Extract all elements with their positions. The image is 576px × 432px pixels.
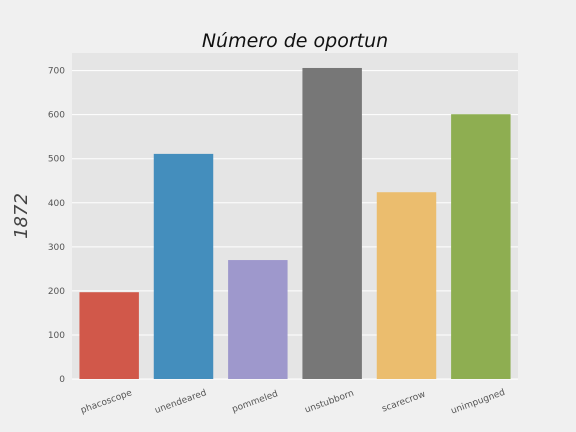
y-tick-label: 0 bbox=[59, 375, 65, 385]
y-tick-label: 100 bbox=[48, 331, 65, 341]
x-tick-label: phacoscope bbox=[80, 388, 134, 416]
bar-pommeled bbox=[228, 260, 288, 379]
x-tick-label: unstubborn bbox=[304, 389, 356, 416]
y-tick-label: 300 bbox=[48, 243, 65, 253]
y-tick-label: 600 bbox=[48, 111, 65, 121]
x-tick-label: unimpugned bbox=[450, 388, 507, 417]
bar-scarecrow bbox=[376, 192, 437, 379]
bar-unimpugned bbox=[451, 114, 511, 379]
x-tick-label: scarecrow bbox=[381, 390, 427, 415]
plot-background bbox=[72, 53, 518, 379]
y-axis-label: 1872 bbox=[11, 193, 32, 239]
chart-title: Número de oportun bbox=[202, 30, 388, 52]
y-tick-label: 200 bbox=[48, 287, 65, 297]
x-tick-label: unendeared bbox=[154, 388, 208, 416]
y-axis-ticks: 0 100 200 300 400 500 600 700 bbox=[48, 67, 65, 385]
x-tick-label: pommeled bbox=[231, 389, 280, 415]
y-tick-label: 700 bbox=[48, 67, 65, 77]
grid-lines bbox=[72, 70, 518, 380]
bars bbox=[79, 67, 511, 379]
x-axis-ticks: phacoscope unendeared pommeled unstubborn sc… bbox=[80, 388, 507, 417]
y-tick-label: 400 bbox=[48, 199, 65, 209]
bar-unendeared bbox=[153, 153, 214, 379]
bar-unstubborn bbox=[302, 67, 362, 379]
bar-phacoscope bbox=[79, 292, 139, 379]
y-tick-label: 500 bbox=[48, 155, 65, 165]
